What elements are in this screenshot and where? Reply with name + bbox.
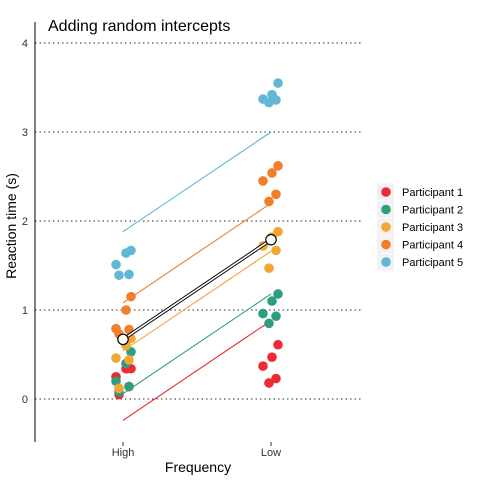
data-point (111, 259, 121, 270)
fit-line (122, 250, 272, 352)
data-point (264, 196, 274, 207)
y-tick-label: 4 (22, 38, 28, 50)
data-point (273, 226, 283, 237)
legend-key (381, 222, 391, 232)
overall-line (122, 239, 272, 341)
data-point (264, 263, 274, 273)
data-point (111, 353, 121, 363)
legend-label: Participant 4 (402, 240, 463, 252)
data-point (273, 339, 283, 350)
data-point (267, 168, 277, 178)
data-point (126, 245, 136, 256)
y-tick-label: 0 (22, 394, 28, 406)
x-tick-label: Low (261, 447, 281, 459)
data-point (271, 373, 281, 384)
x-tick-labels: High Low (112, 442, 281, 459)
data-point (273, 289, 283, 299)
x-tick-label: High (112, 447, 135, 459)
grid (35, 42, 362, 400)
data-point (124, 381, 134, 392)
legend: Participant 1 Participant 2 Participant 3 P… (377, 183, 463, 271)
data-points (111, 78, 283, 400)
data-point (114, 270, 124, 281)
overall-mean-point (265, 233, 277, 246)
legend-key (381, 239, 391, 250)
legend-label: Participant 3 (402, 222, 463, 234)
legend-label: Participant 5 (402, 257, 463, 269)
fit-line (122, 320, 272, 421)
y-tick-label: 1 (22, 305, 28, 317)
legend-key (381, 187, 391, 197)
data-point (264, 318, 274, 329)
data-point (267, 296, 277, 306)
y-axis-title: Reaction time (s) (3, 173, 19, 279)
legend-key (381, 257, 391, 267)
overall-means (117, 233, 277, 346)
y-tick-label: 2 (22, 216, 28, 228)
chart-title: Adding random intercepts (48, 18, 230, 35)
data-point (111, 323, 121, 334)
data-point (114, 383, 124, 394)
y-tick-label: 3 (22, 127, 28, 139)
data-point (126, 291, 136, 302)
data-point (271, 311, 281, 322)
fit-lines (122, 131, 272, 421)
data-point (258, 176, 268, 186)
fit-line (122, 202, 272, 304)
data-point (124, 269, 134, 280)
y-tick-labels: 0 1 2 3 4 (22, 38, 28, 406)
legend-label: Participant 2 (402, 205, 463, 217)
overall-mean-point (117, 333, 129, 346)
data-point (267, 352, 277, 362)
data-point (258, 308, 268, 319)
data-point (271, 245, 281, 256)
data-point (273, 161, 283, 171)
data-point (267, 89, 277, 100)
fit-line (122, 293, 272, 395)
data-point (121, 305, 131, 315)
data-point (264, 378, 274, 388)
x-axis-title: Frequency (165, 459, 231, 475)
data-point (258, 94, 268, 104)
data-point (124, 355, 134, 365)
data-point (271, 189, 281, 200)
legend-key (381, 204, 391, 215)
data-point (273, 78, 283, 88)
data-point (258, 361, 268, 371)
fit-line (122, 131, 272, 233)
legend-label: Participant 1 (402, 187, 463, 199)
